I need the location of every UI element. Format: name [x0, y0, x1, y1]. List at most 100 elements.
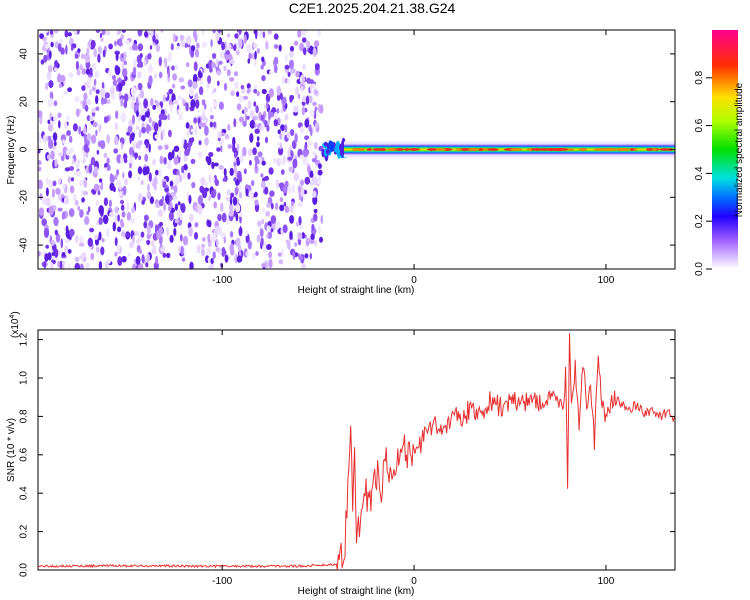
heatmap-cell — [478, 148, 483, 151]
heatmap-cell — [312, 151, 317, 156]
heatmap-cell — [127, 125, 133, 133]
heatmap-cell — [200, 248, 206, 257]
heatmap-cell — [183, 248, 186, 258]
heatmap-cell — [147, 64, 153, 74]
heatmap-cell — [57, 177, 61, 184]
heatmap-cell — [123, 60, 127, 66]
heatmap-cell — [238, 38, 243, 48]
heatmap-cell — [259, 126, 263, 131]
heatmap-cell — [171, 65, 175, 71]
heatmap-cell — [132, 263, 136, 269]
heatmap-cell — [107, 99, 111, 105]
heatmap-cell — [253, 58, 257, 67]
heatmap-cell — [149, 196, 155, 204]
heatmap-cell — [284, 205, 289, 214]
heatmap-cell — [265, 93, 271, 103]
heatmap-cell — [158, 221, 164, 227]
heatmap-cell — [242, 146, 247, 157]
heatmap-cell — [53, 100, 58, 107]
heatmap-cell — [207, 257, 211, 263]
heatmap-cell — [261, 88, 267, 95]
heatmap-cell — [50, 41, 54, 48]
heatmap-cell — [129, 163, 132, 169]
heatmap-cell — [243, 34, 247, 44]
heatmap-cell — [288, 207, 293, 213]
heatmap-cell — [41, 218, 47, 227]
heatmap-cell — [304, 176, 311, 185]
heatmap-cell — [98, 123, 101, 133]
heatmap-cell — [133, 58, 137, 68]
heatmap-cell — [287, 71, 291, 77]
y-tick-label: 0.4 — [19, 486, 30, 500]
heatmap-cell — [235, 237, 241, 248]
heatmap-cell — [54, 67, 58, 72]
heatmap-cell — [215, 247, 221, 253]
heatmap-cell — [387, 148, 397, 151]
heatmap-cell — [84, 104, 89, 112]
heatmap-cell — [248, 190, 254, 200]
heatmap-cell — [201, 30, 205, 35]
heatmap-cell — [269, 190, 275, 197]
heatmap-cell — [286, 131, 291, 139]
heatmap-cell — [87, 237, 94, 247]
heatmap-cell — [223, 82, 228, 91]
heatmap-cell — [190, 158, 196, 165]
heatmap-cell — [122, 185, 127, 196]
heatmap-cell — [217, 192, 221, 201]
heatmap-cell — [211, 161, 215, 170]
heatmap-cell — [254, 50, 257, 60]
heatmap-cell — [81, 197, 85, 203]
heatmap-cell — [172, 83, 176, 89]
heatmap-cell — [78, 242, 85, 247]
heatmap-cell — [63, 196, 70, 205]
snr-multiplier-exp: 4 — [9, 315, 16, 319]
heatmap-cell — [118, 190, 123, 197]
colorbar-tick-label: 0.2 — [694, 214, 705, 228]
heatmap-cell — [61, 211, 66, 220]
heatmap-cell — [304, 118, 310, 128]
heatmap-cell — [44, 253, 49, 262]
heatmap-cell — [260, 180, 266, 189]
heatmap-cell — [94, 70, 100, 79]
heatmap-cell — [128, 119, 134, 129]
heatmap-cell — [121, 231, 125, 237]
heatmap-cell — [180, 85, 186, 90]
heatmap-cell — [193, 61, 198, 72]
heatmap-cell — [299, 154, 304, 160]
heatmap-cell — [111, 74, 117, 81]
heatmap-cell — [208, 152, 214, 157]
heatmap-cell — [175, 45, 181, 51]
heatmap-cell — [148, 143, 151, 153]
heatmap-cell — [55, 233, 61, 243]
heatmap-cell — [239, 226, 242, 234]
heatmap-cell — [129, 147, 134, 156]
heatmap-cell — [38, 179, 43, 190]
heatmap-cell — [125, 39, 130, 45]
heatmap-cell — [236, 143, 240, 152]
x-tick-label: 0 — [411, 275, 417, 286]
heatmap-cell — [289, 49, 294, 58]
heatmap-cell — [131, 206, 136, 214]
heatmap-cell — [167, 129, 172, 138]
heatmap-cell — [190, 45, 196, 52]
heatmap-cell — [95, 89, 100, 95]
heatmap-cell — [198, 140, 202, 146]
heatmap-cell — [74, 96, 80, 103]
heatmap-cell — [38, 56, 41, 63]
heatmap-cell — [299, 225, 303, 230]
heatmap-cell — [81, 180, 85, 185]
spectrogram-heatmap — [38, 30, 675, 269]
heatmap-cell — [164, 92, 168, 98]
heatmap-cell — [279, 158, 283, 166]
heatmap-cell — [69, 228, 75, 237]
heatmap-cell — [90, 40, 96, 49]
heatmap-cell — [137, 263, 144, 269]
heatmap-cell — [289, 94, 295, 101]
heatmap-cell — [106, 157, 110, 165]
heatmap-cell — [80, 53, 86, 60]
heatmap-cell — [199, 79, 203, 85]
heatmap-cell — [245, 188, 249, 197]
heatmap-cell — [137, 30, 143, 37]
heatmap-cell — [215, 226, 220, 234]
heatmap-cell — [86, 47, 90, 55]
